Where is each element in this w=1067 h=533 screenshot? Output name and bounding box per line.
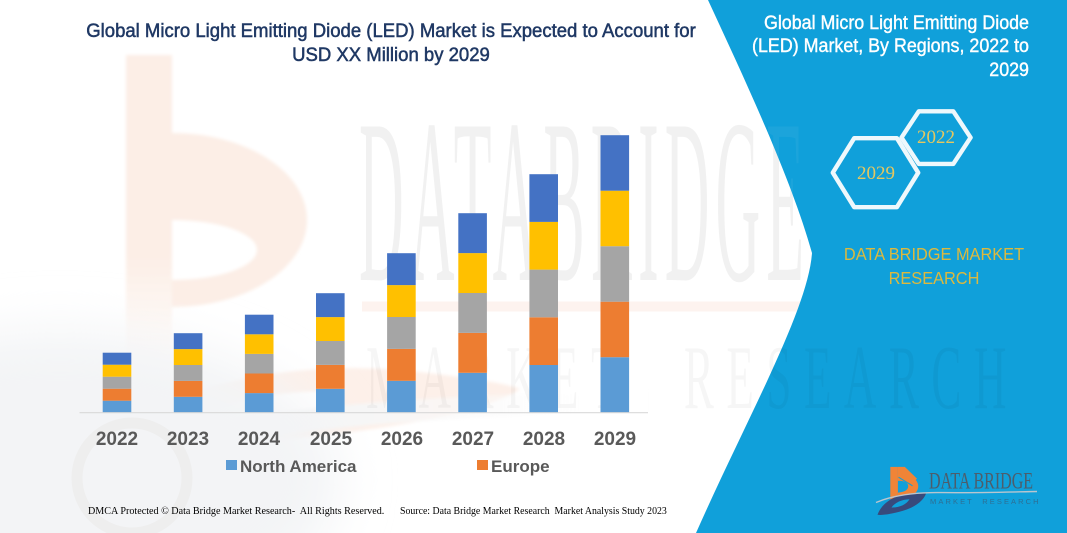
svg-text:DATABRIDGE: DATABRIDGE (359, 72, 810, 332)
